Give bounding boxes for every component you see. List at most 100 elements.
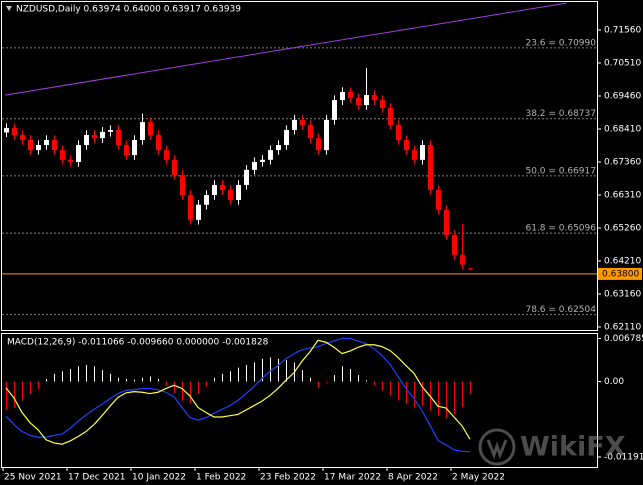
x-tick-label: 2 May 2022 (452, 473, 505, 483)
trend-line (5, 2, 567, 96)
macd-panel (5, 337, 471, 453)
candle-body (364, 95, 369, 106)
candle-body (428, 145, 433, 190)
fib-label: 38.2 = 0.68737 (525, 109, 596, 119)
candle-body (44, 140, 49, 146)
x-tick-label: 23 Feb 2022 (260, 473, 316, 483)
y-tick-label: 0.00 (604, 377, 624, 387)
candle-body (100, 131, 105, 139)
candle-body (460, 254, 465, 265)
y-tick-label: 0.69460 (604, 92, 641, 102)
x-tick-label: 17 Mar 2022 (324, 473, 381, 483)
candle-body (324, 119, 329, 151)
candle-body (196, 204, 201, 220)
candle-body (108, 129, 113, 132)
main-panel-frame (1, 1, 598, 331)
candle-body (284, 129, 289, 146)
candle-body (52, 140, 57, 151)
y-tick-label: -0.011916 (604, 452, 643, 462)
watermark-text: WikiFX (520, 432, 626, 463)
candle-body (268, 150, 273, 160)
candle-body (292, 119, 297, 130)
macd-title: MACD(12,26,9) -0.011066 -0.009660 0.0000… (7, 338, 269, 348)
candle-body (28, 140, 33, 151)
candle-body (228, 189, 233, 201)
x-tick-label: 1 Feb 2022 (196, 473, 246, 483)
candle-body (84, 134, 89, 146)
candle-body (388, 107, 393, 125)
fib-label: 23.6 = 0.70990 (525, 38, 596, 48)
candle-body (236, 184, 241, 201)
x-tick-label: 17 Dec 2021 (68, 473, 126, 483)
fib-label: 61.8 = 0.65096 (525, 224, 596, 234)
price-panel: 23.6 = 0.70990 38.2 = 0.68737 50.0 = 0.669… (2, 2, 597, 316)
candle-body (308, 124, 313, 139)
candle-body (36, 145, 41, 151)
candle-body (468, 268, 473, 270)
candle-body (412, 150, 417, 160)
candle-body (244, 169, 249, 185)
candle-body (340, 91, 345, 101)
y-tick-label: 0.63160 (604, 290, 641, 300)
candle-body (204, 195, 209, 205)
y-tick-label: 0.68410 (604, 125, 641, 135)
candle-body (140, 122, 145, 141)
candle-body (12, 128, 17, 135)
y-tick-label: 0.71560 (604, 26, 641, 36)
candle-body (148, 122, 153, 135)
macd-panel-frame (1, 333, 598, 468)
watermark-logo (478, 428, 516, 466)
watermark: WikiFX (478, 428, 626, 466)
candle-body (156, 134, 161, 151)
price-label-box (598, 267, 642, 280)
watermark-logo-mark (486, 439, 508, 460)
x-tick-label: 25 Nov 2021 (4, 473, 62, 483)
candle-body (396, 124, 401, 141)
y-tick-label: 0.006785 (604, 334, 643, 344)
y-tick-label: 0.67360 (604, 158, 641, 168)
candle-body (452, 234, 457, 255)
candle-body (172, 159, 177, 175)
candle-body (348, 91, 353, 98)
y-tick-label: 0.66310 (604, 191, 641, 201)
candle-body (132, 140, 137, 156)
x-tick-label: 8 Apr 2022 (388, 473, 438, 483)
candle-body (444, 209, 449, 235)
candle-body (380, 100, 385, 108)
candle-body (164, 150, 169, 160)
fib-label: 50.0 = 0.66917 (525, 166, 596, 176)
candle-body (124, 145, 129, 156)
candle-body (260, 159, 265, 163)
price-label: 0.63800 (602, 269, 639, 279)
candle-body (68, 159, 73, 163)
candle-body (180, 174, 185, 196)
x-tick-label: 10 Jan 2022 (132, 473, 186, 483)
candle-body (60, 150, 65, 160)
candle-body (316, 138, 321, 151)
chart-title: NZDUSD,Daily 0.63974 0.64000 0.63917 0.6… (16, 5, 241, 15)
y-tick-label: 0.62110 (604, 323, 641, 333)
y-tick-label: 0.65260 (604, 224, 641, 234)
candle-body (332, 100, 337, 120)
macd-line (5, 339, 471, 445)
candle-body (372, 95, 377, 101)
y-tick-label: 0.64210 (604, 257, 641, 267)
candle-body (20, 134, 25, 141)
symbol-icon (6, 6, 12, 11)
candle-body (188, 195, 193, 220)
candle-body (404, 140, 409, 151)
candle-body (212, 184, 217, 196)
macd-line (5, 337, 471, 453)
candle-body (420, 145, 425, 160)
candle-body (220, 184, 225, 190)
candle-body (4, 128, 9, 133)
candle-body (300, 119, 305, 125)
fib-label: 78.6 = 0.62504 (525, 305, 596, 315)
candle-body (436, 189, 441, 210)
candle-body (356, 97, 361, 106)
y-tick-label: 0.70510 (604, 59, 641, 69)
axes: 0.71560 0.70510 0.69460 0.68410 0.67360 0.663… (2, 26, 643, 483)
candle-body (92, 134, 97, 139)
